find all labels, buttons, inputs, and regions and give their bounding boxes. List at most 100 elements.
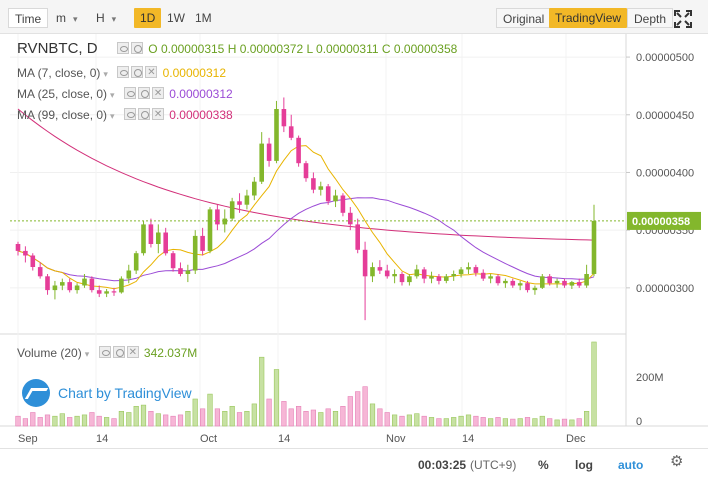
volume-bar <box>406 414 413 427</box>
volume-bar <box>192 398 198 427</box>
tradingview-logo-icon <box>22 378 50 407</box>
interval-1m-button[interactable]: 1M <box>195 11 212 25</box>
time-tick-label: Dec <box>566 433 586 445</box>
volume-bar <box>236 412 243 427</box>
candle-body <box>15 244 21 251</box>
chart-toolbar: Time m H 1D 1W 1M Original TradingView D… <box>0 0 708 34</box>
candle-body <box>74 285 80 291</box>
volume-bar <box>524 417 531 427</box>
log-toggle[interactable]: log <box>575 458 593 472</box>
candle-body <box>244 195 250 205</box>
eye-icon[interactable] <box>98 346 111 358</box>
percent-toggle[interactable]: % <box>538 458 549 472</box>
volume-bar <box>591 341 597 427</box>
volume-bar <box>244 410 250 427</box>
close-icon[interactable] <box>145 64 158 82</box>
candle-body <box>355 224 360 250</box>
time-tick-label: Oct <box>200 433 217 445</box>
volume-bar <box>436 418 442 427</box>
hour-interval-dropdown[interactable]: H <box>90 8 122 28</box>
volume-bar <box>273 369 280 427</box>
eye-icon[interactable] <box>117 66 130 78</box>
volume-bar <box>399 415 405 427</box>
tradingview-watermark[interactable]: Chart by TradingView <box>22 378 192 407</box>
interval-1w-button[interactable]: 1W <box>167 11 185 25</box>
candle-body <box>89 278 95 291</box>
volume-bar <box>81 414 88 427</box>
open-label: O <box>148 42 158 56</box>
volume-bar <box>288 408 294 427</box>
candle-body <box>510 280 516 286</box>
volume-bar <box>281 401 287 427</box>
candle-body <box>480 272 486 279</box>
candle-body <box>414 269 420 277</box>
volume-bar <box>473 415 479 427</box>
volume-bar <box>214 408 221 427</box>
volume-label: Volume (20) <box>17 346 82 360</box>
close-icon[interactable] <box>126 344 139 362</box>
volume-bar <box>539 415 545 427</box>
close-label: C <box>381 42 391 56</box>
volume-bar <box>155 413 161 427</box>
candle-body <box>591 220 597 274</box>
candle-body <box>119 278 124 293</box>
auto-toggle[interactable]: auto <box>618 458 644 472</box>
ma25-legend: MA (25, close, 0)▾ 0.00000312 <box>17 85 233 103</box>
open-value: 0.00000315 <box>160 42 225 56</box>
eye-icon[interactable] <box>116 42 129 54</box>
candle-body <box>303 163 309 179</box>
candle-body <box>576 282 582 286</box>
volume-bar <box>266 398 272 427</box>
mode-depth-button[interactable]: Depth <box>627 8 674 28</box>
candle-body <box>148 224 154 244</box>
chart-area[interactable]: 0.00000500 0.00000450 0.00000400 0.00000350… <box>0 34 708 478</box>
interval-1d-button[interactable]: 1D <box>134 8 162 28</box>
candle-body <box>370 267 375 277</box>
high-label: H <box>227 42 237 56</box>
gear-icon[interactable] <box>137 108 150 120</box>
price-chart[interactable]: 0.000005000.000004500.000004000.00000350… <box>0 34 708 478</box>
volume-bar <box>44 414 51 427</box>
settings-gear-icon[interactable]: ⚙ <box>670 453 684 470</box>
candle-body <box>288 126 294 138</box>
chart-statusbar: 00:03:25 (UTC+9) % log auto ⚙ <box>0 448 708 478</box>
close-icon[interactable] <box>151 85 164 103</box>
volume-bar <box>369 403 376 427</box>
timezone-label[interactable]: (UTC+9) <box>470 458 517 472</box>
fullscreen-icon[interactable] <box>672 8 694 28</box>
eye-icon[interactable] <box>123 87 136 99</box>
volume-bar <box>340 405 346 427</box>
gear-icon[interactable] <box>131 66 144 78</box>
volume-bar <box>332 410 339 427</box>
ma99-legend: MA (99, close, 0)▾ 0.00000338 <box>17 106 233 124</box>
gear-icon[interactable] <box>130 42 143 54</box>
gear-icon[interactable] <box>112 346 125 358</box>
candle-body <box>384 270 390 277</box>
volume-bar <box>561 418 568 427</box>
volume-bar <box>517 418 523 427</box>
volume-bar <box>229 405 235 427</box>
volume-bar <box>140 404 147 427</box>
volume-bar <box>362 386 368 427</box>
mode-original-button[interactable]: Original <box>496 8 552 28</box>
candle-body <box>252 181 257 196</box>
candle-body <box>503 280 508 284</box>
mode-tradingview-button[interactable]: TradingView <box>549 8 628 28</box>
close-icon[interactable] <box>151 106 164 124</box>
candle-body <box>325 186 331 202</box>
volume-bar <box>480 417 486 427</box>
volume-bar <box>170 415 176 427</box>
candle-body <box>340 195 346 213</box>
price-tick-label: 0.00000300 <box>636 283 694 295</box>
gear-icon[interactable] <box>137 87 150 99</box>
minute-interval-dropdown[interactable]: m <box>50 8 84 28</box>
candle-body <box>82 278 87 286</box>
volume-bar <box>510 418 516 427</box>
candle-body <box>266 143 272 161</box>
volume-bar <box>52 415 58 427</box>
eye-icon[interactable] <box>123 108 136 120</box>
candle-body <box>126 270 132 279</box>
time-button[interactable]: Time <box>8 8 49 28</box>
candle-body <box>45 276 50 291</box>
volume-value: 342.037M <box>143 346 198 360</box>
